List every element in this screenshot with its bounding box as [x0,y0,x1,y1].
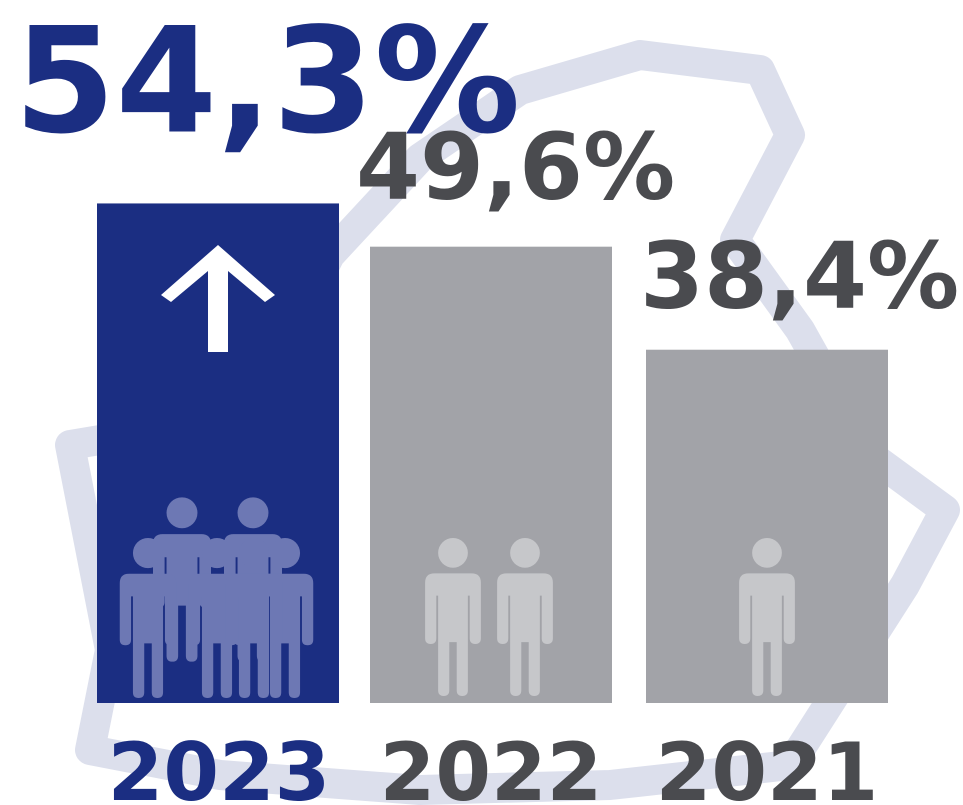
category-label-2022: 2022 [380,726,603,805]
bar-2021 [646,349,888,703]
category-label-2023: 2023 [108,726,331,805]
value-label-2022: 49,6% [356,114,675,221]
value-labels-group: 54,3%49,6%38,4% [14,0,959,330]
value-label-2021: 38,4% [640,223,959,330]
category-label-2021: 2021 [656,726,879,805]
bar-2022 [370,246,612,703]
up-arrow-icon [161,245,275,352]
value-label-2023: 54,3% [14,0,521,166]
arrow-group [161,245,275,352]
category-labels-group: 2023 2022 2021 [108,726,879,805]
